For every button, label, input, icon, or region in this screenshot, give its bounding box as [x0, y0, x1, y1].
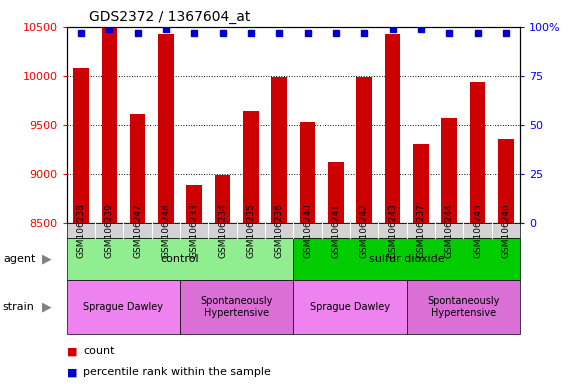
Bar	[469, 82, 485, 223]
Text: GSM106247: GSM106247	[133, 203, 142, 258]
Text: ■: ■	[67, 346, 77, 356]
Bar	[385, 34, 400, 223]
Bar	[73, 68, 89, 223]
Text: GSM106243: GSM106243	[388, 203, 397, 258]
Text: GSM106234: GSM106234	[218, 203, 227, 258]
Bar	[356, 77, 372, 223]
Text: ▶: ▶	[42, 301, 52, 314]
Bar	[243, 111, 259, 223]
Text: GSM106248: GSM106248	[162, 203, 170, 258]
Text: GSM106245: GSM106245	[473, 203, 482, 258]
Text: GSM106239: GSM106239	[105, 203, 114, 258]
Text: count: count	[83, 346, 114, 356]
Text: control: control	[161, 254, 199, 264]
Text: Sprague Dawley: Sprague Dawley	[310, 302, 390, 312]
Text: GSM106237: GSM106237	[417, 203, 425, 258]
Text: GSM106241: GSM106241	[331, 203, 340, 258]
Text: GSM106240: GSM106240	[303, 203, 312, 258]
Text: GSM106242: GSM106242	[360, 203, 369, 258]
Text: ■: ■	[67, 367, 77, 377]
Text: strain: strain	[3, 302, 35, 312]
Text: GSM106246: GSM106246	[501, 203, 510, 258]
Bar	[328, 162, 344, 223]
Text: GSM106238: GSM106238	[77, 203, 85, 258]
Bar	[442, 118, 457, 223]
Text: GSM106244: GSM106244	[444, 203, 454, 258]
Bar	[102, 28, 117, 223]
Text: GSM106233: GSM106233	[190, 203, 199, 258]
Bar	[413, 144, 429, 223]
Text: ▶: ▶	[42, 253, 52, 266]
Bar	[498, 139, 514, 223]
Text: GDS2372 / 1367604_at: GDS2372 / 1367604_at	[89, 10, 251, 25]
Text: Sprague Dawley: Sprague Dawley	[84, 302, 163, 312]
Text: sulfur dioxide: sulfur dioxide	[369, 254, 444, 264]
Bar	[215, 175, 231, 223]
Bar	[271, 77, 287, 223]
Text: percentile rank within the sample: percentile rank within the sample	[83, 367, 271, 377]
Bar	[130, 114, 145, 223]
Bar	[187, 185, 202, 223]
Text: GSM106236: GSM106236	[275, 203, 284, 258]
Bar	[300, 122, 315, 223]
Bar	[158, 34, 174, 223]
Text: agent: agent	[3, 254, 35, 264]
Text: Spontaneously
Hypertensive: Spontaneously Hypertensive	[200, 296, 273, 318]
Text: GSM106235: GSM106235	[246, 203, 256, 258]
Text: Spontaneously
Hypertensive: Spontaneously Hypertensive	[427, 296, 500, 318]
